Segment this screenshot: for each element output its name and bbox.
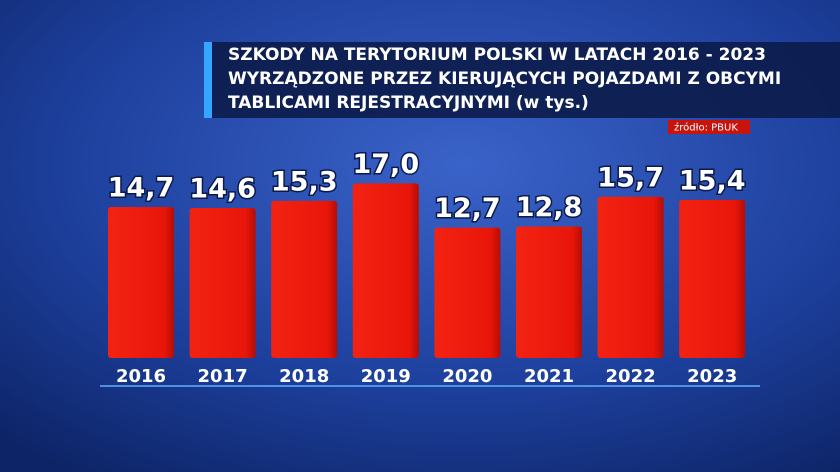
bar <box>597 196 664 358</box>
bar <box>189 208 256 358</box>
source-box <box>668 120 750 134</box>
value-label: 14,7 <box>108 173 175 204</box>
bar <box>516 226 582 358</box>
value-label: 15,7 <box>597 162 664 193</box>
value-label: 15,3 <box>271 166 338 197</box>
x-tick-label: 2022 <box>606 366 656 387</box>
x-tick-label: 2019 <box>361 366 411 387</box>
title-box <box>212 42 840 118</box>
x-tick-label: 2017 <box>198 366 248 387</box>
value-label: 12,8 <box>516 192 583 223</box>
x-tick-label: 2020 <box>442 366 492 387</box>
title-line: WYRZĄDZONE PRZEZ KIERUJĄCYCH POJAZDAMI Z… <box>228 69 781 89</box>
x-tick-label: 2023 <box>687 366 737 387</box>
bar <box>352 183 419 358</box>
title-line: SZKODY NA TERYTORIUM POLSKI W LATACH 201… <box>228 45 766 65</box>
value-label: 14,6 <box>189 174 256 205</box>
title-accent <box>204 42 212 118</box>
bar <box>108 207 174 358</box>
bar <box>434 227 501 358</box>
x-tick-label: 2021 <box>524 366 574 387</box>
value-label: 17,0 <box>352 149 419 180</box>
bar <box>271 200 338 358</box>
value-label: 12,7 <box>434 193 501 224</box>
source: źródło: PBUK <box>674 122 738 134</box>
x-tick-label: 2016 <box>116 366 166 387</box>
value-label: 15,4 <box>679 165 746 196</box>
bar <box>679 199 746 358</box>
title-line: TABLICAMI REJESTRACYJNYMI (w tys.) <box>228 93 589 113</box>
x-tick-label: 2018 <box>279 366 329 387</box>
